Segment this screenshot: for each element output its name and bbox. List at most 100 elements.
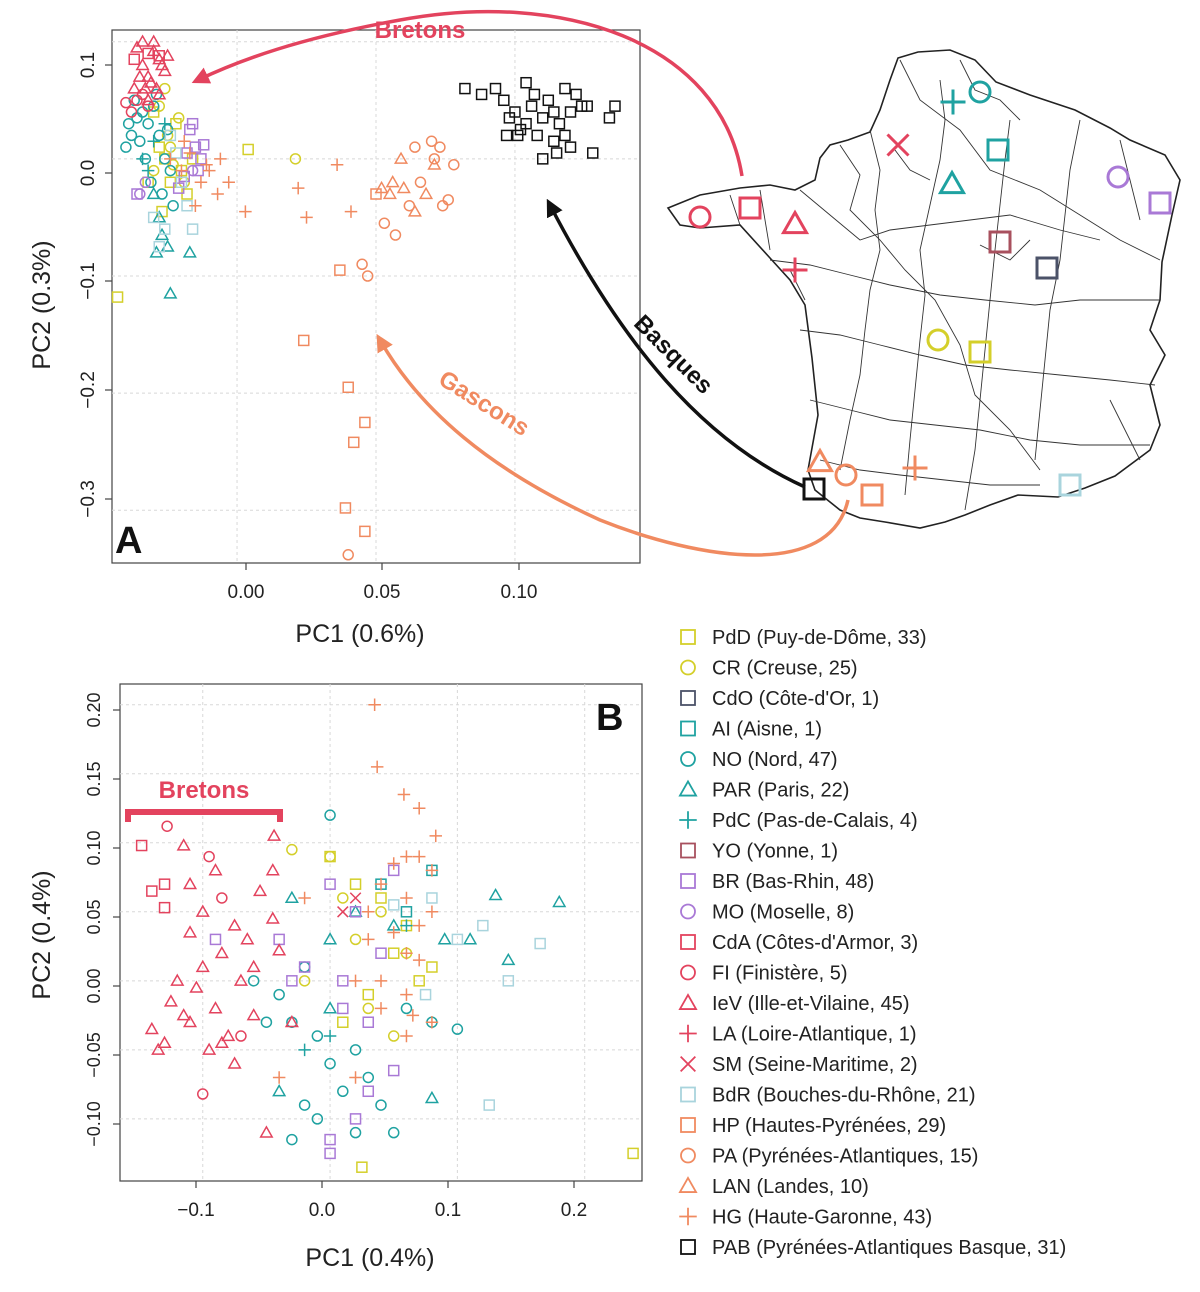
panel-a-gridlines: [112, 30, 640, 563]
map-marker-pa: [834, 463, 858, 487]
panel-a-xtick-label: 0.10: [501, 582, 538, 603]
point-iev: [170, 973, 185, 986]
point-hg: [400, 946, 413, 960]
panel-b-ytick-label: −0.05: [84, 1032, 104, 1078]
point-hg: [203, 164, 216, 177]
point-no: [147, 100, 160, 112]
point-iev: [208, 863, 223, 876]
map-marker-yo: [988, 230, 1012, 254]
panel-a-ytick-label: −0.3: [78, 480, 99, 518]
legend-label: PAB (Pyrénées-Atlantiques Basque, 31): [712, 1237, 1066, 1259]
legend-item: CR (Creuse, 25): [680, 658, 858, 680]
legend-item: PAB (Pyrénées-Atlantiques Basque, 31): [680, 1237, 1066, 1259]
point-cda: [142, 47, 154, 60]
legend-item: MO (Moselle, 8): [680, 902, 854, 924]
point-br: [324, 1147, 336, 1160]
legend-label: BR (Bas-Rhin, 48): [712, 871, 874, 893]
point-pdd: [164, 176, 177, 189]
point-hg: [387, 926, 400, 939]
point-hg: [200, 158, 213, 171]
point-no: [298, 961, 311, 973]
point-bdr: [159, 223, 171, 235]
map-marker-mo: [1106, 165, 1130, 189]
bretons-arrow: [191, 9, 744, 177]
point-iev: [176, 1008, 191, 1021]
point-no: [122, 117, 135, 130]
point-hg: [368, 698, 381, 711]
point-cda: [128, 53, 140, 66]
point-par: [272, 1083, 287, 1097]
legend-label: IeV (Ille-et-Vilaine, 45): [712, 993, 910, 1015]
panel-b-ytick-label: −0.10: [84, 1101, 104, 1147]
point-par: [348, 904, 363, 917]
point-bdr: [477, 919, 489, 932]
point-no: [324, 1057, 336, 1070]
point-par: [424, 1090, 439, 1104]
panel-b-points: [135, 698, 639, 1173]
basques-arrow: [546, 198, 806, 489]
point-hg: [412, 919, 426, 932]
point-pdd: [337, 1016, 349, 1028]
point-hg: [400, 988, 413, 1001]
point-bdr: [534, 937, 546, 950]
map-marker-hg: [902, 455, 928, 481]
point-lan: [382, 186, 397, 200]
point-br: [362, 1085, 375, 1098]
panel-a-y-ticks: [105, 64, 112, 500]
legend-label: CR (Creuse, 25): [712, 658, 858, 680]
point-br: [349, 1113, 362, 1125]
point-hg: [400, 850, 413, 863]
point-iev: [195, 904, 210, 917]
point-par: [552, 894, 567, 908]
map-marker-fi: [688, 205, 712, 229]
point-fi: [120, 96, 132, 109]
point-pab: [509, 106, 521, 118]
point-hg: [397, 788, 411, 801]
point-iev: [157, 63, 172, 77]
legend-label: HG (Haute-Garonne, 43): [712, 1207, 932, 1229]
legend-symbol-ai: [680, 720, 696, 737]
point-pa: [442, 194, 455, 206]
map-marker-cr: [926, 328, 950, 352]
panel-a-ytick-label: 0.0: [78, 160, 99, 186]
point-br: [178, 170, 191, 183]
point-pdd: [627, 1147, 639, 1160]
legend-label: PdD (Puy-de-Dôme, 33): [712, 627, 927, 649]
point-hg: [406, 1009, 420, 1022]
point-par: [163, 286, 178, 299]
point-par: [284, 890, 299, 904]
panel-a-points: [111, 34, 621, 561]
legend-item: FI (Finistère, 5): [680, 963, 848, 985]
legend-symbol-la: [679, 1024, 697, 1043]
point-br: [197, 139, 210, 151]
point-pdd: [387, 947, 400, 959]
point-no: [136, 106, 149, 118]
point-no: [362, 1071, 375, 1084]
panel-b-x-axis-label: PC1 (0.4%): [305, 1244, 434, 1272]
point-no: [387, 1126, 400, 1139]
point-no: [145, 176, 157, 189]
point-hg: [349, 1071, 362, 1084]
point-lan: [427, 157, 442, 170]
map-marker-ai: [986, 138, 1010, 162]
point-cr: [375, 906, 387, 918]
point-lan: [385, 175, 400, 188]
legend-label: CdO (Côte-d'Or, 1): [712, 688, 879, 710]
point-hp: [339, 502, 352, 514]
point-no: [125, 129, 138, 142]
gascons-arrow: [376, 333, 850, 557]
legend-item: IeV (Ille-et-Vilaine, 45): [678, 993, 910, 1015]
point-fi: [203, 850, 215, 863]
panel-b-x-ticks: [195, 1181, 575, 1188]
map-markers: [688, 80, 1172, 507]
point-cda: [158, 878, 171, 890]
legend-item: BdR (Bouches-du-Rhône, 21): [680, 1085, 975, 1107]
point-pdc: [136, 152, 149, 166]
point-bdr: [451, 933, 464, 946]
legend-symbol-iev: [678, 993, 698, 1010]
legend-symbol-pa: [680, 1147, 696, 1164]
legend-item: CdA (Côtes-d'Armor, 3): [680, 932, 918, 954]
point-bdr: [175, 176, 188, 189]
panel-a-xtick-label: 0.00: [228, 582, 265, 603]
bretons-arrow-label: Bretons: [375, 17, 466, 44]
